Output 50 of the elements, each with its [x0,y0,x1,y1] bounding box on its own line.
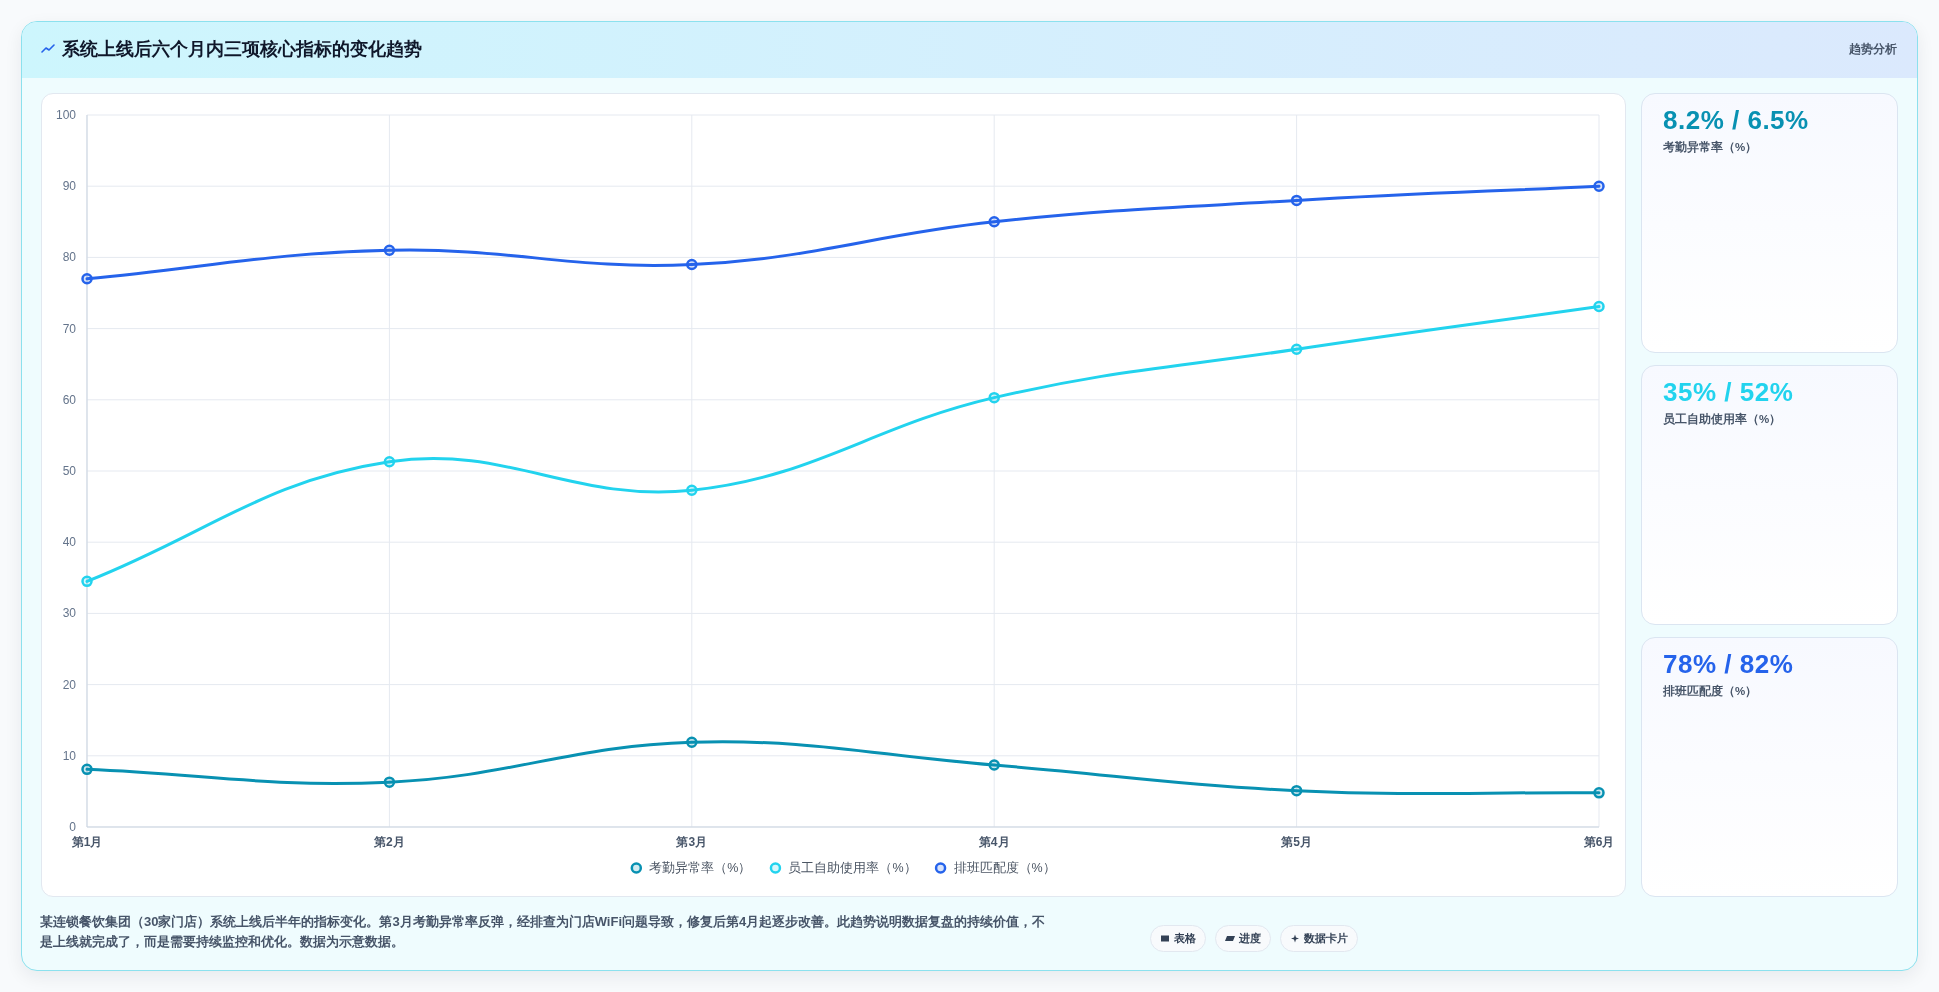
point [81,763,93,776]
x-tick-label: 第2月 [373,835,405,849]
text: 表格 [1174,931,1196,946]
x-tick-label: 第1月 [70,835,103,849]
x-tick-label: 第4月 [977,835,1010,849]
point [1593,180,1605,192]
text: 趋势分析 [1849,41,1897,58]
x-tick-label: 第3月 [675,835,708,849]
y-tick-label: 60 [62,392,77,407]
legend-label: 员工自助使用率（%） [788,860,917,875]
text: 数据卡片 [1304,931,1348,946]
y-tick-label: 50 [62,464,77,478]
text: 35% / 52% [1663,377,1794,407]
y-tick-label: 100 [55,108,77,122]
text: 78% / 82% [1663,649,1794,679]
text: 排班匹配度（%） [1663,683,1758,699]
y-tick-label: 10 [62,748,77,763]
y-tick-label: 80 [62,250,77,265]
point [81,575,93,588]
x-tick-label: 第5月 [1280,835,1312,849]
point [988,391,1000,404]
y-tick-label: 30 [62,606,77,621]
point [988,216,1000,228]
text: 进度 [1239,931,1261,946]
y-tick-label: 40 [62,535,77,550]
point [383,244,396,257]
point [686,736,698,749]
point [1290,194,1303,207]
text: 8.2% / 6.5% [1663,105,1809,135]
text: 系统上线后六个月内三项核心指标的变化趋势 [62,38,422,61]
y-tick-label: 0 [69,820,77,834]
y-tick-label: 70 [62,321,77,336]
point [1593,787,1605,799]
legend-label: 考勤异常率（%） [649,860,752,875]
point [1290,784,1303,797]
y-tick-label: 90 [62,179,77,194]
point [1593,300,1605,313]
point [81,273,93,285]
point [383,776,396,788]
point [383,455,396,468]
point [988,759,1000,771]
x-tick-label: 第6月 [1582,835,1615,849]
legend-label: 排班匹配度（%） [953,860,1056,875]
text: 员工自助使用率（%） [1663,411,1782,427]
point [686,258,698,271]
point [1290,343,1303,355]
point [686,484,698,496]
y-tick-label: 20 [62,677,77,692]
text: 考勤异常率（%） [1663,139,1758,155]
text: 某连锁餐饮集团（30家门店）系统上线后半年的指标变化。第3月考勤异常率反弹，经排查为门店WiFi问题导致，修复后第4月起逐步改善。此趋势说明数据复盘的持续价值，不是上线就完成了，而是需要持续监控和优化。数据为示意数据。 [40,913,1047,951]
